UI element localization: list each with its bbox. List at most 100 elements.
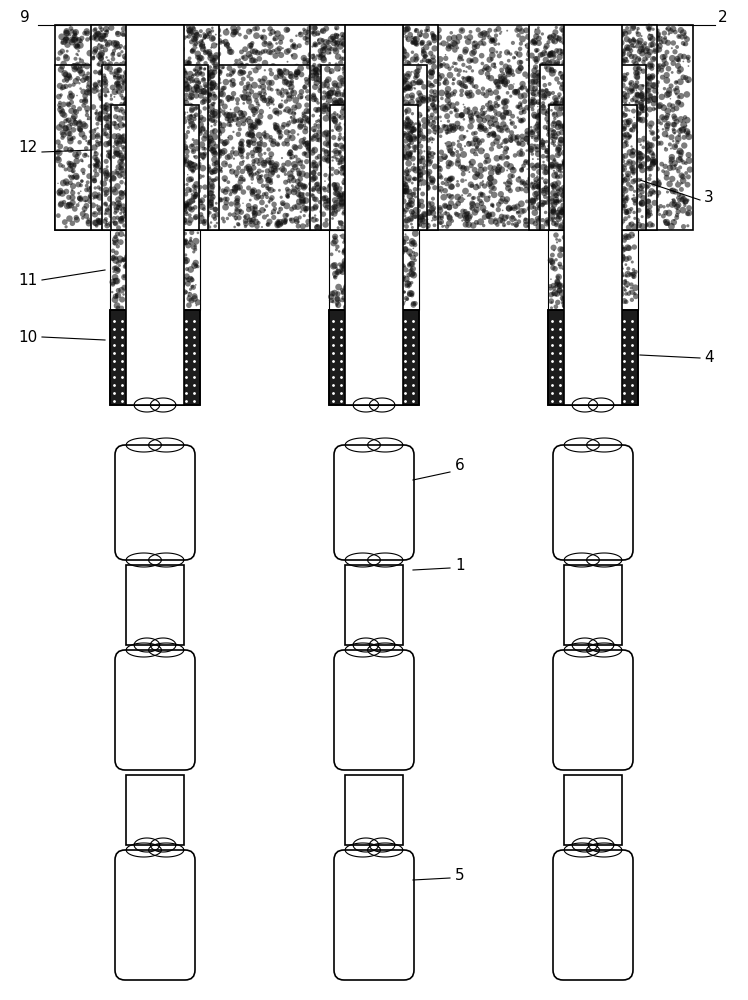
Point: [568, 66, 580, 82]
Point: [538, 89, 550, 105]
Point: [101, 218, 113, 234]
Point: [595, 278, 607, 294]
Point: [399, 107, 411, 123]
Point: [193, 124, 205, 140]
Point: [682, 58, 694, 74]
Point: [325, 181, 337, 197]
Point: [429, 120, 441, 136]
Point: [593, 201, 605, 217]
Point: [79, 56, 91, 72]
Point: [120, 135, 132, 151]
Point: [515, 88, 527, 104]
Point: [560, 112, 571, 128]
Point: [393, 215, 405, 231]
Point: [206, 135, 218, 151]
Point: [622, 204, 634, 220]
Point: [177, 144, 189, 160]
Point: [635, 189, 647, 205]
Point: [390, 114, 402, 130]
Point: [420, 178, 432, 194]
Point: [287, 83, 299, 99]
Point: [323, 109, 335, 125]
Point: [588, 173, 600, 189]
Point: [137, 62, 149, 78]
Point: [265, 150, 277, 166]
Point: [136, 126, 148, 142]
Point: [319, 105, 331, 121]
Point: [576, 272, 588, 288]
Point: [414, 194, 426, 210]
Point: [493, 89, 505, 105]
Point: [114, 40, 126, 56]
Point: [560, 97, 571, 113]
Point: [99, 77, 111, 93]
Point: [542, 164, 554, 180]
Point: [571, 198, 583, 214]
Point: [168, 97, 180, 113]
Point: [313, 209, 325, 225]
Point: [218, 170, 230, 186]
Point: [174, 35, 186, 51]
Point: [629, 280, 641, 296]
Point: [378, 216, 390, 232]
Point: [358, 128, 370, 144]
Point: [402, 30, 414, 46]
Point: [402, 120, 414, 136]
Point: [383, 174, 395, 190]
Point: [173, 131, 185, 147]
Point: [233, 52, 245, 68]
Point: [272, 215, 284, 231]
Point: [355, 67, 367, 83]
Point: [347, 220, 359, 236]
Point: [622, 200, 634, 216]
Point: [613, 172, 625, 188]
Point: [355, 108, 367, 124]
Point: [117, 211, 129, 227]
Point: [337, 285, 349, 301]
Point: [610, 125, 622, 141]
Point: [631, 123, 643, 139]
Point: [177, 214, 188, 230]
Point: [595, 137, 607, 153]
Point: [255, 175, 267, 191]
Point: [560, 75, 572, 91]
Point: [310, 62, 322, 78]
Point: [624, 107, 636, 123]
Point: [680, 155, 692, 171]
Point: [432, 159, 444, 175]
Point: [384, 155, 396, 171]
Point: [622, 88, 634, 104]
Point: [395, 251, 407, 267]
Point: [581, 51, 593, 67]
Point: [328, 127, 340, 143]
Point: [168, 208, 180, 224]
Point: [661, 128, 673, 144]
Point: [592, 175, 604, 191]
Point: [495, 24, 507, 40]
Point: [384, 153, 396, 169]
Point: [413, 132, 425, 148]
Point: [613, 116, 625, 132]
Point: [186, 149, 197, 165]
Point: [84, 189, 96, 205]
Point: [557, 162, 569, 178]
Point: [127, 158, 139, 174]
Point: [563, 124, 575, 140]
Point: [123, 100, 135, 116]
Point: [330, 114, 342, 130]
Point: [95, 56, 107, 72]
Point: [322, 96, 334, 112]
Point: [62, 96, 74, 112]
Point: [547, 195, 559, 211]
Point: [378, 117, 390, 133]
Point: [553, 115, 565, 131]
Point: [530, 57, 542, 73]
Point: [147, 114, 159, 130]
Point: [132, 257, 144, 273]
Point: [587, 63, 599, 79]
Point: [415, 136, 427, 152]
Point: [402, 119, 414, 135]
Point: [323, 92, 335, 108]
Point: [310, 39, 322, 55]
Point: [607, 187, 619, 203]
